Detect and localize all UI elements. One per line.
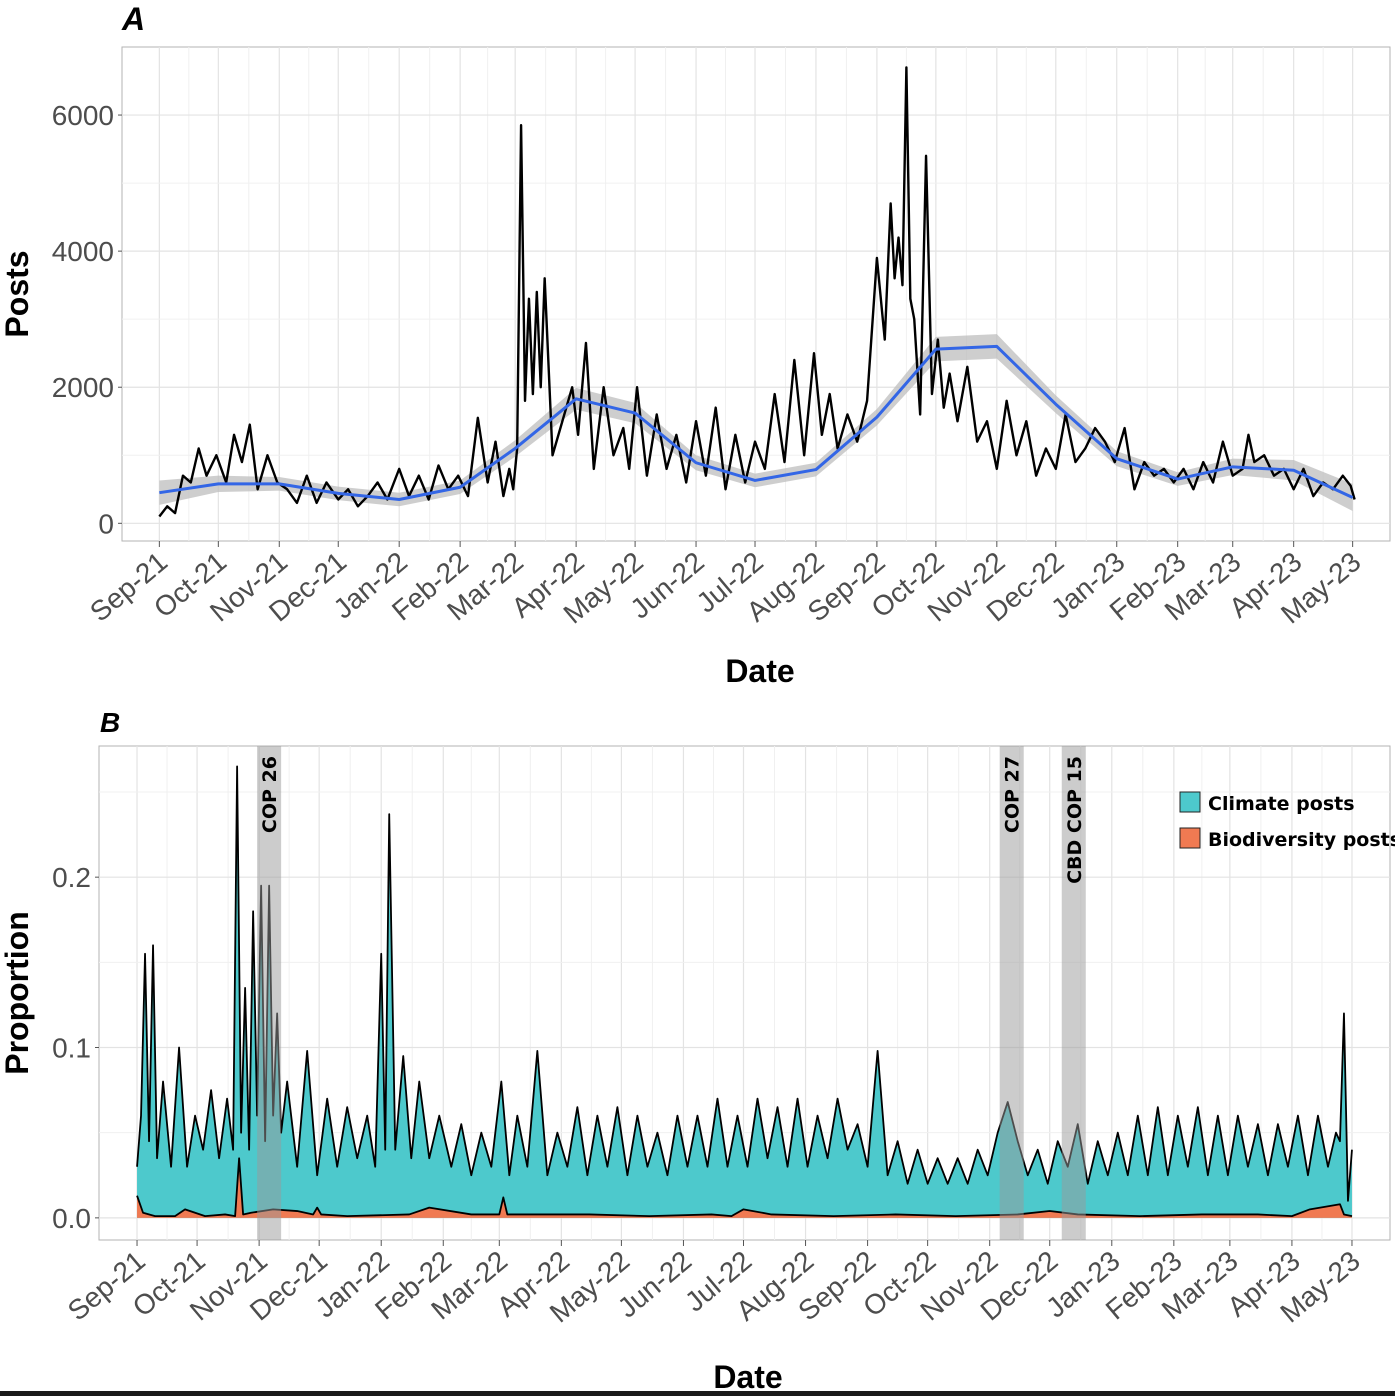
series-line-daily-posts <box>158 66 1356 518</box>
panel-a-letter: A <box>121 1 145 37</box>
bottom-rule <box>0 1391 1395 1396</box>
panel-a-x-ticks: Sep-21Oct-21Nov-21Dec-21Jan-22Feb-22Mar-… <box>84 541 1367 630</box>
y-tick-label: 4000 <box>52 236 114 267</box>
x-tick-label: Sep-21 <box>62 1245 151 1327</box>
panel-b-letter: B <box>100 707 120 738</box>
y-tick-label: 0.0 <box>52 1203 91 1234</box>
event-band <box>999 746 1024 1240</box>
panel-a-lines <box>158 66 1356 518</box>
series-line-smoothed-trend <box>159 344 1354 501</box>
panel-a-plot-area <box>121 46 1391 542</box>
y-tick-label: 6000 <box>52 100 114 131</box>
legend-label-biodiversity: Biodiversity posts <box>1208 829 1395 851</box>
event-label: COP 26 <box>259 756 281 833</box>
event-band <box>257 746 282 1240</box>
panel-b-y-axis-title: Proportion <box>0 911 35 1075</box>
panel-a-grid <box>122 47 1390 541</box>
panel-b-x-axis-title: Date <box>713 1359 782 1390</box>
y-tick-label: 0.2 <box>52 862 91 893</box>
panel-b-legend: Climate posts Biodiversity posts <box>1179 791 1395 851</box>
panel-a-y-axis-title: Posts <box>0 250 35 337</box>
event-label: COP 27 <box>1002 756 1024 833</box>
confidence-band <box>159 334 1353 512</box>
panel-b-y-ticks: 0.0 0.1 0.2 <box>52 862 99 1234</box>
panel-a-y-ticks: 0 2000 4000 6000 <box>52 100 122 539</box>
event-label: CBD COP 15 <box>1064 756 1086 884</box>
y-tick-label: 0 <box>98 508 114 539</box>
y-tick-label: 2000 <box>52 372 114 403</box>
line-biodiversity-posts <box>136 1157 1353 1218</box>
legend-label-climate: Climate posts <box>1208 793 1355 815</box>
legend-swatch-biodiversity <box>1179 827 1201 849</box>
event-band <box>1061 746 1086 1240</box>
legend-swatch-climate <box>1179 791 1201 813</box>
panel-a-confidence-band <box>159 334 1353 512</box>
y-tick-label: 0.1 <box>52 1033 91 1064</box>
panel-a-x-axis-title: Date <box>725 653 794 689</box>
panel-b-event-bands: COP 26 COP 27 CBD COP 15 <box>257 746 1086 1240</box>
panel-a: A 0 2000 4000 6000 Sep-21Oct-21Nov-21Dec-21… <box>0 1 1391 689</box>
panel-b-x-ticks: Sep-21Oct-21Nov-21Dec-21Jan-22Feb-22Mar-… <box>62 1240 1366 1329</box>
panel-b: B COP 26 COP 27 CBD COP 15 0.0 0.1 0.2 Sep-2… <box>0 707 1395 1390</box>
